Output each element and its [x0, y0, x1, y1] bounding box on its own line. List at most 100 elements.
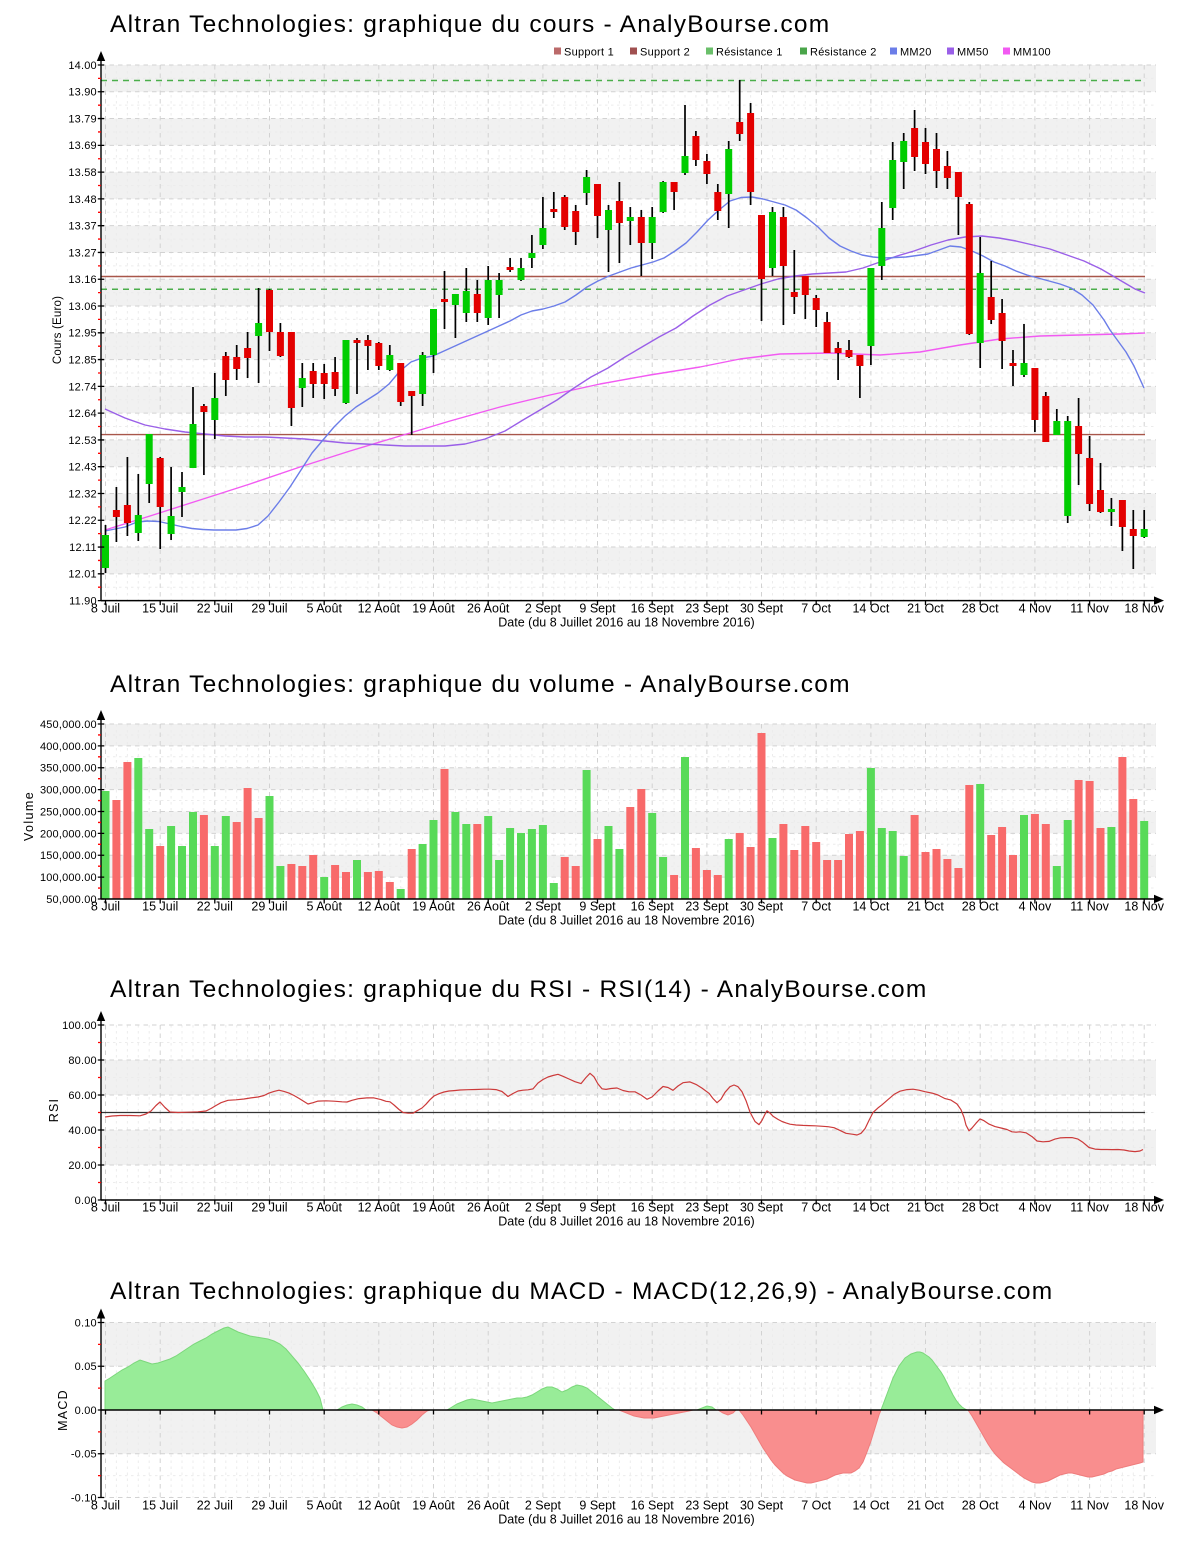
svg-text:22 Juil: 22 Juil — [197, 1499, 233, 1513]
svg-text:2 Sept: 2 Sept — [525, 900, 562, 914]
svg-text:28 Oct: 28 Oct — [962, 1499, 999, 1513]
svg-text:Altran Technologies: graphique: Altran Technologies: graphique du RSI - … — [110, 976, 928, 1003]
svg-text:12.01: 12.01 — [68, 569, 96, 581]
svg-text:19 Août: 19 Août — [412, 1201, 455, 1215]
svg-text:15 Juil: 15 Juil — [142, 602, 178, 616]
svg-text:11 Nov: 11 Nov — [1070, 602, 1109, 616]
svg-text:22 Juil: 22 Juil — [197, 1201, 233, 1215]
svg-text:13.37: 13.37 — [68, 221, 96, 233]
svg-text:Date (du 8 Juillet 2016 au 18: Date (du 8 Juillet 2016 au 18 Novembre 2… — [498, 616, 754, 630]
svg-text:8 Juil: 8 Juil — [91, 602, 120, 616]
svg-text:26 Août: 26 Août — [467, 1201, 510, 1215]
svg-text:21 Oct: 21 Oct — [907, 1201, 944, 1215]
svg-text:5 Août: 5 Août — [306, 900, 342, 914]
svg-text:16 Sept: 16 Sept — [631, 1499, 675, 1513]
svg-text:4 Nov: 4 Nov — [1019, 602, 1052, 616]
svg-text:Cours (Euro): Cours (Euro) — [52, 296, 64, 364]
svg-text:Altran Technologies: graphique: Altran Technologies: graphique du MACD -… — [110, 1278, 1053, 1305]
svg-text:12.85: 12.85 — [68, 354, 96, 366]
svg-text:Date (du 8 Juillet 2016 au 18: Date (du 8 Juillet 2016 au 18 Novembre 2… — [498, 1513, 754, 1527]
svg-text:12 Août: 12 Août — [358, 1201, 401, 1215]
svg-text:0.00: 0.00 — [75, 1405, 97, 1417]
svg-text:29 Juil: 29 Juil — [251, 900, 287, 914]
svg-text:350,000.00: 350,000.00 — [40, 763, 97, 775]
svg-text:9 Sept: 9 Sept — [579, 1201, 616, 1215]
svg-text:7 Oct: 7 Oct — [801, 900, 831, 914]
svg-text:Résistance 2: Résistance 2 — [810, 47, 877, 59]
svg-text:7 Oct: 7 Oct — [801, 1499, 831, 1513]
svg-text:29 Juil: 29 Juil — [251, 602, 287, 616]
svg-text:MM100: MM100 — [1013, 47, 1051, 59]
svg-text:4 Nov: 4 Nov — [1019, 1201, 1052, 1215]
svg-text:11.90: 11.90 — [69, 596, 97, 608]
svg-text:5 Août: 5 Août — [306, 602, 342, 616]
svg-text:12.95: 12.95 — [68, 328, 96, 340]
svg-text:19 Août: 19 Août — [412, 900, 455, 914]
svg-text:12.64: 12.64 — [68, 408, 96, 420]
svg-text:12.53: 12.53 — [68, 435, 96, 447]
svg-text:9 Sept: 9 Sept — [579, 900, 616, 914]
svg-text:12.32: 12.32 — [68, 488, 96, 500]
svg-text:Support 2: Support 2 — [640, 47, 690, 59]
svg-text:2 Sept: 2 Sept — [525, 1499, 562, 1513]
svg-text:28 Oct: 28 Oct — [962, 1201, 999, 1215]
svg-text:13.79: 13.79 — [68, 113, 96, 125]
svg-text:22 Juil: 22 Juil — [197, 900, 233, 914]
svg-text:200,000.00: 200,000.00 — [40, 828, 97, 840]
svg-text:30 Sept: 30 Sept — [740, 602, 784, 616]
svg-text:26 Août: 26 Août — [467, 602, 510, 616]
svg-text:8 Juil: 8 Juil — [91, 1201, 120, 1215]
svg-text:8 Juil: 8 Juil — [91, 900, 120, 914]
svg-text:250,000.00: 250,000.00 — [40, 806, 97, 818]
svg-text:60.00: 60.00 — [68, 1090, 96, 1102]
svg-text:28 Oct: 28 Oct — [962, 900, 999, 914]
svg-text:15 Juil: 15 Juil — [142, 1499, 178, 1513]
svg-text:23 Sept: 23 Sept — [685, 900, 729, 914]
svg-text:28 Oct: 28 Oct — [962, 602, 999, 616]
svg-text:Date (du 8 Juillet 2016 au 18: Date (du 8 Juillet 2016 au 18 Novembre 2… — [498, 914, 754, 928]
svg-text:29 Juil: 29 Juil — [251, 1201, 287, 1215]
svg-text:0.00: 0.00 — [75, 1195, 97, 1207]
svg-text:40.00: 40.00 — [68, 1125, 96, 1137]
svg-text:23 Sept: 23 Sept — [685, 1201, 729, 1215]
svg-text:13.06: 13.06 — [68, 301, 96, 313]
svg-text:80.00: 80.00 — [68, 1055, 96, 1067]
svg-text:11 Nov: 11 Nov — [1070, 1201, 1109, 1215]
svg-text:9 Sept: 9 Sept — [579, 602, 616, 616]
svg-text:150,000.00: 150,000.00 — [40, 850, 97, 862]
svg-text:26 Août: 26 Août — [467, 900, 510, 914]
svg-text:13.16: 13.16 — [68, 274, 96, 286]
svg-text:0.10: 0.10 — [75, 1317, 97, 1329]
svg-text:13.69: 13.69 — [68, 140, 96, 152]
svg-text:Date (du 8 Juillet 2016 au 18: Date (du 8 Juillet 2016 au 18 Novembre 2… — [498, 1215, 754, 1229]
svg-text:100.00: 100.00 — [62, 1020, 97, 1032]
svg-text:Résistance 1: Résistance 1 — [716, 47, 783, 59]
svg-text:11 Nov: 11 Nov — [1070, 1499, 1109, 1513]
svg-text:11 Nov: 11 Nov — [1070, 900, 1109, 914]
svg-text:23 Sept: 23 Sept — [685, 1499, 729, 1513]
svg-text:7 Oct: 7 Oct — [801, 602, 831, 616]
svg-text:26 Août: 26 Août — [467, 1499, 510, 1513]
svg-text:9 Sept: 9 Sept — [579, 1499, 616, 1513]
svg-text:19 Août: 19 Août — [412, 602, 455, 616]
svg-text:-0.10: -0.10 — [71, 1492, 97, 1504]
svg-text:7 Oct: 7 Oct — [801, 1201, 831, 1215]
svg-text:MM50: MM50 — [957, 47, 989, 59]
svg-text:Altran Technologies: graphique: Altran Technologies: graphique du volume… — [110, 671, 851, 698]
svg-text:15 Juil: 15 Juil — [142, 900, 178, 914]
svg-text:5 Août: 5 Août — [306, 1499, 342, 1513]
svg-text:12.11: 12.11 — [69, 542, 97, 554]
svg-text:0.05: 0.05 — [75, 1361, 97, 1373]
svg-text:30 Sept: 30 Sept — [740, 900, 784, 914]
svg-text:50,000.00: 50,000.00 — [46, 894, 97, 906]
svg-text:21 Oct: 21 Oct — [907, 602, 944, 616]
svg-text:8 Juil: 8 Juil — [91, 1499, 120, 1513]
svg-text:15 Juil: 15 Juil — [142, 1201, 178, 1215]
svg-text:19 Août: 19 Août — [412, 1499, 455, 1513]
svg-text:16 Sept: 16 Sept — [631, 900, 675, 914]
svg-text:21 Oct: 21 Oct — [907, 900, 944, 914]
svg-text:16 Sept: 16 Sept — [631, 1201, 675, 1215]
svg-text:13.27: 13.27 — [68, 247, 96, 259]
svg-text:14 Oct: 14 Oct — [852, 1499, 889, 1513]
svg-text:18 Nov: 18 Nov — [1124, 1499, 1164, 1513]
